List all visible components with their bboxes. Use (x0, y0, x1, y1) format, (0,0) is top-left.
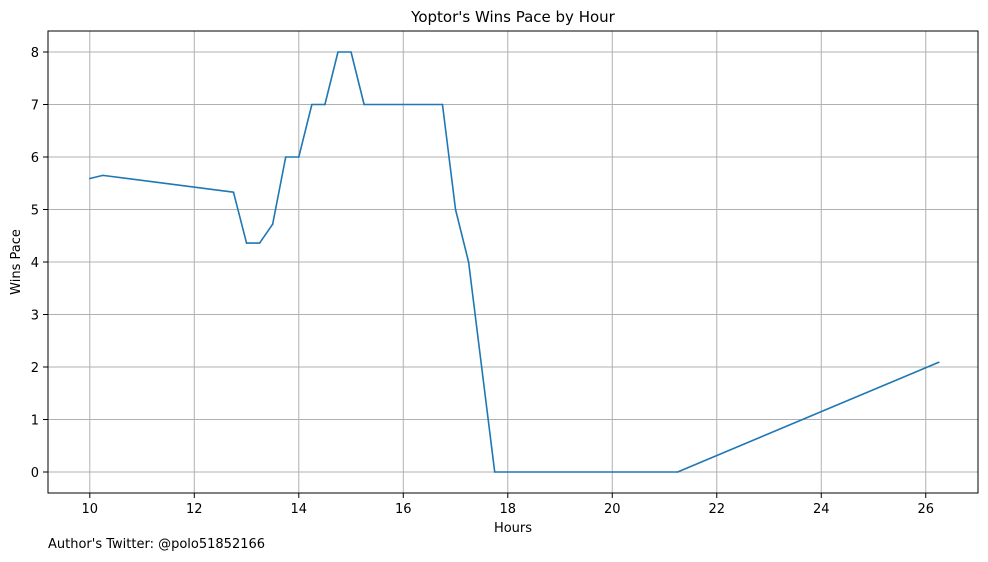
x-tick-label: 22 (708, 502, 725, 517)
data-point (245, 242, 248, 244)
grid (48, 31, 978, 493)
data-point (363, 103, 365, 106)
data-point (350, 51, 352, 53)
y-axis: 0 1 2 3 4 5 6 7 8 (31, 46, 48, 481)
chart-title: Yoptor's Wins Pace by Hour (410, 8, 615, 26)
data-point (88, 177, 91, 180)
data-point (271, 223, 274, 225)
data-point (441, 103, 444, 106)
data-point (232, 191, 235, 193)
x-axis: 10 12 14 16 18 20 22 24 26 (82, 493, 934, 517)
y-tick-label: 1 (31, 414, 39, 429)
data-point (676, 471, 679, 473)
y-tick-label: 3 (31, 309, 39, 324)
plot-frame (47, 30, 979, 494)
data-point (467, 261, 470, 263)
x-tick-label: 14 (291, 502, 308, 517)
y-tick-label: 6 (31, 151, 39, 166)
data-point (454, 208, 457, 211)
x-tick-label: 12 (186, 502, 203, 517)
series-layer (88, 51, 940, 473)
x-tick-label: 16 (395, 502, 412, 517)
y-axis-label: Wins Pace (9, 229, 24, 295)
y-tick-label: 7 (31, 99, 39, 114)
x-tick-label: 20 (604, 502, 621, 517)
x-tick-label: 26 (917, 502, 934, 517)
x-tick-label: 10 (82, 502, 99, 517)
y-tick-label: 0 (31, 466, 39, 481)
data-point (297, 156, 300, 158)
data-point (284, 156, 287, 158)
author-twitter-note: Author's Twitter: @polo51852166 (48, 537, 266, 552)
y-tick-label: 8 (31, 46, 39, 61)
data-point (258, 242, 261, 244)
x-axis-label: Hours (494, 521, 532, 536)
x-tick-label: 18 (500, 502, 517, 517)
y-tick-label: 5 (31, 204, 39, 219)
data-point (324, 103, 326, 106)
data-point (938, 361, 940, 364)
y-tick-label: 2 (31, 361, 39, 376)
data-point (102, 174, 104, 177)
data-point (493, 471, 496, 473)
y-tick-label: 4 (31, 256, 39, 271)
x-tick-label: 24 (813, 502, 830, 517)
data-point (311, 103, 313, 106)
data-point (337, 51, 339, 53)
